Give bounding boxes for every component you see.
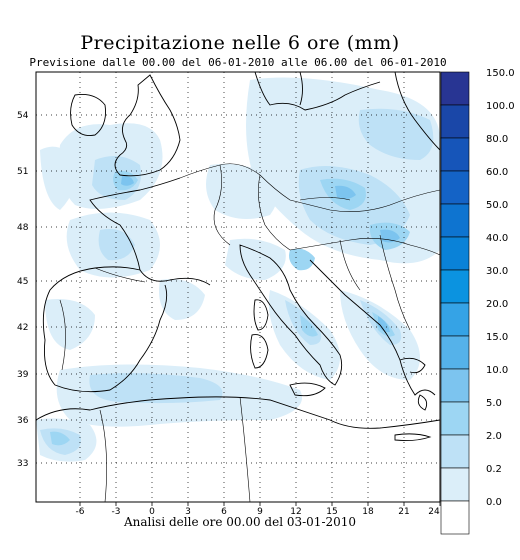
colorbar-label: 30.0 <box>486 266 508 277</box>
colorbar-swatch <box>440 137 470 172</box>
colorbar-label: 2.0 <box>486 431 502 442</box>
y-tick-label: 39 <box>17 370 29 380</box>
colorbar-swatch <box>440 335 470 370</box>
colorbar-label: 10.0 <box>486 365 508 376</box>
colorbar: 150.0 100.0 80.0 60.0 50.0 40.0 30.0 20.0 15.0 10… <box>440 68 515 535</box>
colorbar-swatch <box>440 434 470 469</box>
y-tick-label: 36 <box>17 416 29 426</box>
colorbar-swatch <box>440 104 470 139</box>
y-tick-label: 45 <box>17 277 28 287</box>
colorbar-label: 40.0 <box>486 233 508 244</box>
colorbar-label: 60.0 <box>486 167 508 178</box>
colorbar-label: 15.0 <box>486 332 508 343</box>
x-tick-label: -3 <box>112 507 121 517</box>
colorbar-swatch <box>440 236 470 271</box>
colorbar-swatch <box>440 203 470 238</box>
colorbar-label: 150.0 <box>486 68 515 79</box>
precipitation-field <box>36 77 440 462</box>
colorbar-label: 50.0 <box>486 200 508 211</box>
colorbar-label: 5.0 <box>486 398 502 409</box>
x-tick-label: -6 <box>76 507 85 517</box>
colorbar-label: 0.0 <box>486 497 502 508</box>
x-tick-label: 18 <box>362 507 374 517</box>
y-tick-label: 42 <box>17 323 28 333</box>
x-tick-label: 24 <box>428 507 440 517</box>
y-tick-label: 51 <box>17 167 28 177</box>
colorbar-swatch <box>440 401 470 436</box>
colorbar-swatch <box>440 71 470 106</box>
colorbar-label: 80.0 <box>486 134 508 145</box>
graticule <box>36 72 440 502</box>
x-tick-label: 15 <box>326 507 337 517</box>
y-tick-label: 54 <box>17 111 29 121</box>
colorbar-swatch <box>440 170 470 205</box>
colorbar-swatch <box>440 302 470 337</box>
map-title: Precipitazione nelle 6 ore (mm) <box>80 32 400 54</box>
x-tick-label: 6 <box>221 507 227 517</box>
x-tick-label: 12 <box>290 507 301 517</box>
x-tick-label: 21 <box>398 507 409 517</box>
colorbar-swatch <box>440 500 470 535</box>
forecast-period: Previsione dalle 00.00 del 06-01-2010 al… <box>29 56 447 69</box>
x-tick-label: 0 <box>149 507 155 517</box>
y-tick-label: 48 <box>17 223 29 233</box>
map-frame <box>35 71 441 503</box>
x-tick-label: 3 <box>185 507 191 517</box>
colorbar-swatch <box>440 368 470 403</box>
colorbar-label: 20.0 <box>486 299 508 310</box>
colorbar-swatch <box>440 467 470 502</box>
colorbar-label: 100.0 <box>486 101 515 112</box>
coastlines <box>36 72 440 502</box>
colorbar-label: 0.2 <box>486 464 502 475</box>
y-tick-label: 33 <box>17 459 28 469</box>
x-tick-label: 9 <box>257 507 263 517</box>
analysis-time: Analisi delle ore 00.00 del 03-01-2010 <box>123 515 357 529</box>
colorbar-swatch <box>440 269 470 304</box>
